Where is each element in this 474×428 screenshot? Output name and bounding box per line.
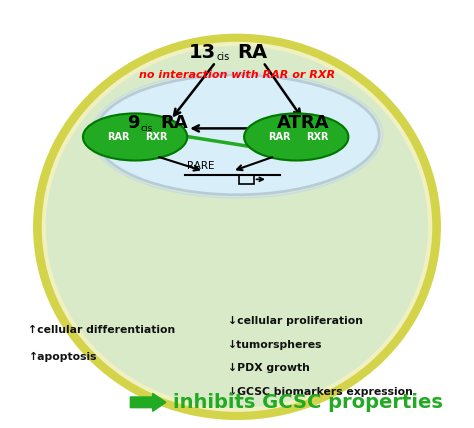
Text: ATRA: ATRA (277, 114, 329, 132)
Text: inhibits GCSC properties: inhibits GCSC properties (173, 393, 443, 412)
Text: no interaction with RAR or RXR: no interaction with RAR or RXR (139, 70, 335, 80)
Text: 13: 13 (189, 43, 216, 62)
Text: RA: RA (237, 43, 267, 62)
Text: 9: 9 (128, 114, 140, 132)
Text: RXR: RXR (306, 132, 329, 142)
FancyArrow shape (130, 393, 166, 411)
Text: ↓tumorspheres: ↓tumorspheres (228, 339, 322, 350)
Text: cis: cis (217, 52, 230, 62)
Text: RA: RA (160, 114, 188, 132)
Text: ↑apoptosis: ↑apoptosis (28, 352, 97, 363)
Text: ↑cellular differentiation: ↑cellular differentiation (28, 324, 176, 335)
Text: RARE: RARE (187, 161, 215, 171)
Ellipse shape (244, 113, 348, 160)
Ellipse shape (83, 113, 187, 160)
Text: RXR: RXR (145, 132, 168, 142)
Text: RAR: RAR (268, 132, 291, 142)
Ellipse shape (38, 39, 436, 415)
Ellipse shape (95, 75, 379, 195)
Text: ↓GCSC biomarkers expression: ↓GCSC biomarkers expression (228, 386, 412, 397)
Text: RAR: RAR (107, 132, 130, 142)
Text: ↓cellular proliferation: ↓cellular proliferation (228, 316, 363, 326)
Text: cis: cis (141, 124, 153, 133)
Text: ↓PDX growth: ↓PDX growth (228, 363, 310, 373)
